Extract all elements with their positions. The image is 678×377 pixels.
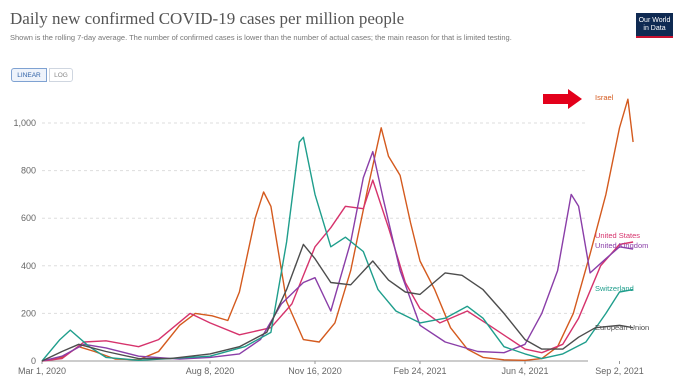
series-label-switzerland: Switzerland [595, 284, 634, 293]
x-tick-label: Jun 4, 2021 [501, 366, 548, 376]
series-label-united-states: United States [595, 231, 640, 240]
log-scale-button[interactable]: LOG [49, 68, 73, 82]
series-label-united-kingdom: United Kingdom [595, 241, 648, 250]
y-tick-label: 600 [21, 213, 36, 223]
annotation-arrow [543, 89, 582, 109]
x-tick-label: Nov 16, 2020 [288, 366, 342, 376]
x-tick-label: Mar 1, 2020 [18, 366, 66, 376]
y-tick-label: 0 [31, 356, 36, 366]
series-line-israel [41, 98, 634, 362]
series-line-european-union [41, 243, 634, 362]
series-label-israel: Israel [595, 93, 614, 102]
logo-accent-bar [636, 36, 673, 38]
series-line-united-states [41, 179, 634, 362]
y-tick-label: 1,000 [13, 118, 36, 128]
x-tick-label: Sep 2, 2021 [595, 366, 644, 376]
linear-scale-button[interactable]: LINEAR [11, 68, 47, 82]
y-tick-label: 400 [21, 261, 36, 271]
logo-text-line-2: in Data [643, 25, 666, 32]
series-label-european-union: European Union [595, 323, 649, 332]
chart-title: Daily new confirmed COVID-19 cases per m… [10, 9, 405, 28]
series-line-switzerland [41, 136, 634, 362]
x-tick-label: Feb 24, 2021 [393, 366, 446, 376]
owid-logo[interactable]: Our World in Data [636, 13, 673, 38]
y-tick-label: 800 [21, 166, 36, 176]
series-line-united-kingdom [41, 150, 634, 362]
x-tick-label: Aug 8, 2020 [186, 366, 235, 376]
logo-text-line-1: Our World [638, 17, 671, 24]
chart-subtitle: Shown is the rolling 7-day average. The … [10, 33, 512, 42]
y-tick-label: 200 [21, 308, 36, 318]
